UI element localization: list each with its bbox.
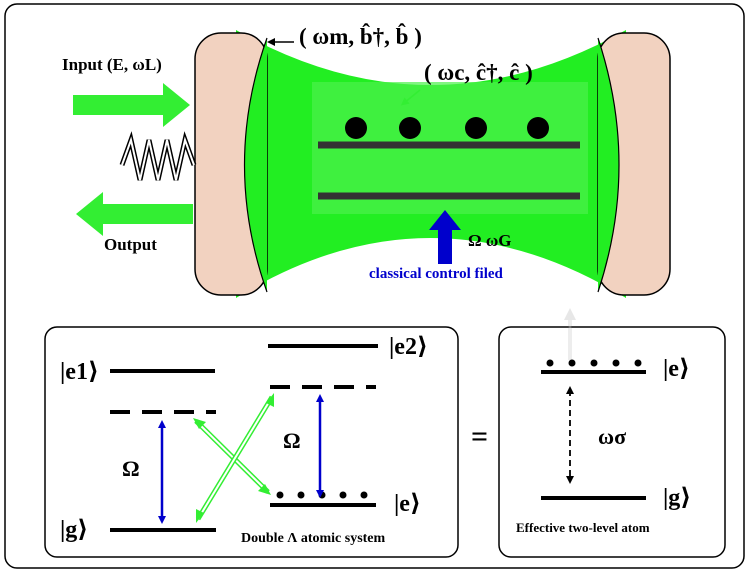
- spring-icon-highlight: [121, 136, 195, 181]
- input-label: Input (E, ωL): [62, 55, 162, 74]
- cavity-mode-label: ( ωc, ĉ†, ĉ ): [424, 60, 533, 85]
- level-g-label: |g⟩: [60, 517, 89, 543]
- omega-right-label: Ω: [283, 428, 301, 453]
- control-label: classical control filed: [369, 266, 503, 282]
- left-mirror-curved-face: [243, 37, 268, 293]
- double-lambda-caption: Double Λ atomic system: [241, 531, 386, 546]
- population-dot: [276, 491, 284, 499]
- cavity-coupling-arrows: [193, 393, 275, 523]
- cavity-mode-pointer: [400, 89, 421, 106]
- atom: [345, 117, 367, 139]
- equals-sign: =: [471, 420, 489, 453]
- level-e-label: |e⟩: [394, 491, 421, 517]
- two-level-g-label: |g⟩: [663, 485, 692, 511]
- population-dot: [634, 359, 642, 367]
- population-dot: [612, 359, 620, 367]
- input-arrow: [73, 83, 190, 127]
- faint-arrow-icon: [564, 308, 576, 360]
- population-dot: [297, 491, 305, 499]
- two-level-caption: Effective two-level atom: [516, 520, 650, 535]
- level-e1-label: |e1⟩: [60, 359, 99, 385]
- population-dot: [590, 359, 598, 367]
- control-field-arrow: [429, 210, 461, 264]
- two-level-e-label: |e⟩: [663, 356, 690, 382]
- omega-left-label: Ω: [122, 456, 140, 481]
- atom: [465, 117, 487, 139]
- output-arrow: [76, 192, 193, 236]
- population-dot: [339, 491, 347, 499]
- level-e2-label: |e2⟩: [389, 334, 428, 360]
- population-dot: [568, 359, 576, 367]
- atom: [527, 117, 549, 139]
- population-dot: [546, 359, 554, 367]
- control-symbols: Ω ωG: [468, 231, 512, 250]
- double-lambda-panel: [44, 326, 459, 558]
- transition-frequency-label: ωσ: [598, 424, 627, 449]
- right-mirror-curved-face: [597, 37, 620, 293]
- atom: [399, 117, 421, 139]
- mirror-mode-label: ( ωm, b̂†, b̂ ): [299, 24, 422, 49]
- output-label: Output: [104, 235, 157, 254]
- population-dot: [360, 491, 368, 499]
